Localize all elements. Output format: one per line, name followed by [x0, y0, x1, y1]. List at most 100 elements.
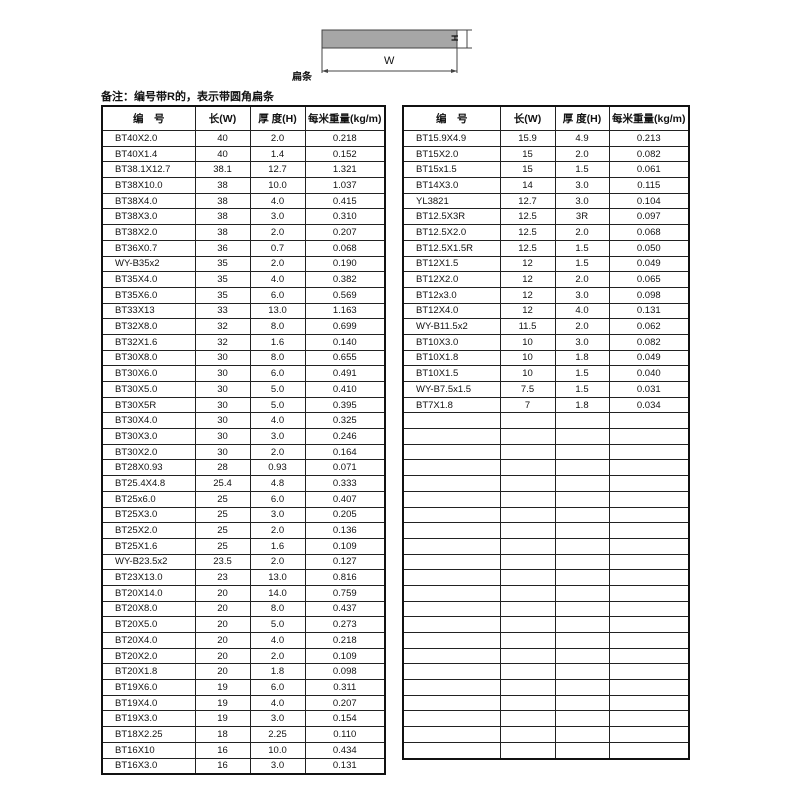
empty-table-row — [402, 506, 690, 524]
header-width: 长(W) — [499, 105, 556, 131]
cell-width: 14 — [499, 177, 556, 194]
header-width: 长(W) — [194, 105, 251, 131]
cell-weight — [608, 553, 690, 571]
cell-weight: 0.273 — [304, 616, 386, 633]
cell-width: 20 — [194, 600, 251, 618]
cell-code: WY-B23.5x2 — [101, 553, 196, 571]
cell-code: BT28X0.93 — [101, 459, 196, 477]
cell-width: 38 — [194, 177, 251, 194]
table-row: BT32X1.6 32 1.6 0.140 — [101, 333, 386, 351]
cell-width — [499, 710, 556, 728]
cell-code: BT12.5X2.0 — [402, 224, 501, 241]
header-code: 编 号 — [402, 105, 501, 131]
cell-thickness: 2.0 — [554, 145, 610, 163]
table-row: BT10X1.5 10 1.5 0.040 — [402, 365, 690, 382]
cell-code — [402, 522, 501, 539]
cell-code — [402, 616, 501, 633]
cell-code: BT20X5.0 — [101, 616, 196, 633]
cell-weight: 0.109 — [304, 647, 386, 665]
header-weight: 每米重量(kg/m) — [608, 105, 690, 131]
cell-code: BT38X2.0 — [101, 224, 196, 241]
cell-code — [402, 663, 501, 681]
table-row: BT32X8.0 32 8.0 0.699 — [101, 318, 386, 335]
cell-thickness — [554, 428, 610, 445]
cell-thickness: 6.0 — [249, 490, 306, 508]
cell-width: 12.5 — [499, 224, 556, 241]
cell-width — [499, 584, 556, 602]
cell-thickness: 3.0 — [554, 177, 610, 194]
cell-thickness: 0.93 — [249, 459, 306, 477]
cell-width: 30 — [194, 443, 251, 461]
cell-code: BT12.5X3R — [402, 208, 501, 226]
table-row: BT38X2.0 38 2.0 0.207 — [101, 224, 386, 241]
cell-thickness: 6.0 — [249, 679, 306, 696]
table-row: BT25X1.6 25 1.6 0.109 — [101, 537, 386, 555]
cell-weight — [608, 679, 690, 696]
cell-width — [499, 663, 556, 681]
cell-thickness — [554, 663, 610, 681]
cell-weight: 0.569 — [304, 286, 386, 304]
cell-weight: 0.098 — [608, 286, 690, 304]
cell-width: 19 — [194, 679, 251, 696]
cell-width — [499, 616, 556, 633]
cell-thickness — [554, 443, 610, 461]
cell-thickness: 1.5 — [554, 381, 610, 398]
empty-table-row — [402, 616, 690, 633]
cell-code — [402, 694, 501, 712]
cell-thickness: 13.0 — [249, 569, 306, 586]
cell-weight: 0.333 — [304, 475, 386, 492]
cell-thickness: 4.0 — [249, 694, 306, 712]
cell-code — [402, 459, 501, 477]
cell-weight: 0.491 — [304, 365, 386, 382]
cell-thickness: 14.0 — [249, 584, 306, 602]
cell-width — [499, 443, 556, 461]
cell-thickness — [554, 741, 610, 760]
cell-weight: 0.115 — [608, 177, 690, 194]
empty-table-row — [402, 663, 690, 681]
cell-width: 12.7 — [499, 192, 556, 210]
cell-weight — [608, 506, 690, 524]
cell-weight: 0.061 — [608, 161, 690, 179]
cell-width: 35 — [194, 286, 251, 304]
cell-width — [499, 726, 556, 743]
cell-width — [499, 553, 556, 571]
cell-width: 20 — [194, 663, 251, 681]
cell-code: BT38.1X12.7 — [101, 161, 196, 179]
cell-code: BT18X2.25 — [101, 726, 196, 743]
cell-thickness: 2.25 — [249, 726, 306, 743]
cell-thickness: 8.0 — [249, 349, 306, 367]
table-row: BT25X3.0 25 3.0 0.205 — [101, 506, 386, 524]
cell-width: 30 — [194, 396, 251, 414]
table-row: BT40X1.4 40 1.4 0.152 — [101, 145, 386, 163]
cell-width: 7 — [499, 396, 556, 414]
cell-weight — [608, 663, 690, 681]
cell-weight: 0.759 — [304, 584, 386, 602]
table-row: BT38.1X12.7 38.1 12.7 1.321 — [101, 161, 386, 179]
cell-thickness: 0.7 — [249, 239, 306, 257]
cell-code: BT25X3.0 — [101, 506, 196, 524]
cell-width: 12 — [499, 302, 556, 320]
cell-width — [499, 741, 556, 760]
table-row: BT10X3.0 10 3.0 0.082 — [402, 333, 690, 351]
table-row: BT33X13 33 13.0 1.163 — [101, 302, 386, 320]
table-row: BT35X4.0 35 4.0 0.382 — [101, 271, 386, 288]
cell-weight: 0.049 — [608, 349, 690, 367]
table-row: BT12.5X1.5R 12.5 1.5 0.050 — [402, 239, 690, 257]
cell-code: BT30X5R — [101, 396, 196, 414]
cell-code: BT40X2.0 — [101, 130, 196, 147]
cell-thickness — [554, 710, 610, 728]
table-row: BT12X1.5 12 1.5 0.049 — [402, 255, 690, 273]
cell-weight: 0.311 — [304, 679, 386, 696]
table-row: BT16X10 16 10.0 0.434 — [101, 741, 386, 759]
cell-code: BT23X13.0 — [101, 569, 196, 586]
empty-table-row — [402, 522, 690, 539]
cell-weight: 0.136 — [304, 522, 386, 539]
cell-thickness: 6.0 — [249, 286, 306, 304]
cell-thickness — [554, 412, 610, 430]
cell-weight — [608, 412, 690, 430]
cell-weight: 0.062 — [608, 318, 690, 335]
cell-thickness: 1.5 — [554, 161, 610, 179]
cell-thickness: 12.7 — [249, 161, 306, 179]
cell-weight: 0.434 — [304, 741, 386, 759]
cell-code: BT20X8.0 — [101, 600, 196, 618]
